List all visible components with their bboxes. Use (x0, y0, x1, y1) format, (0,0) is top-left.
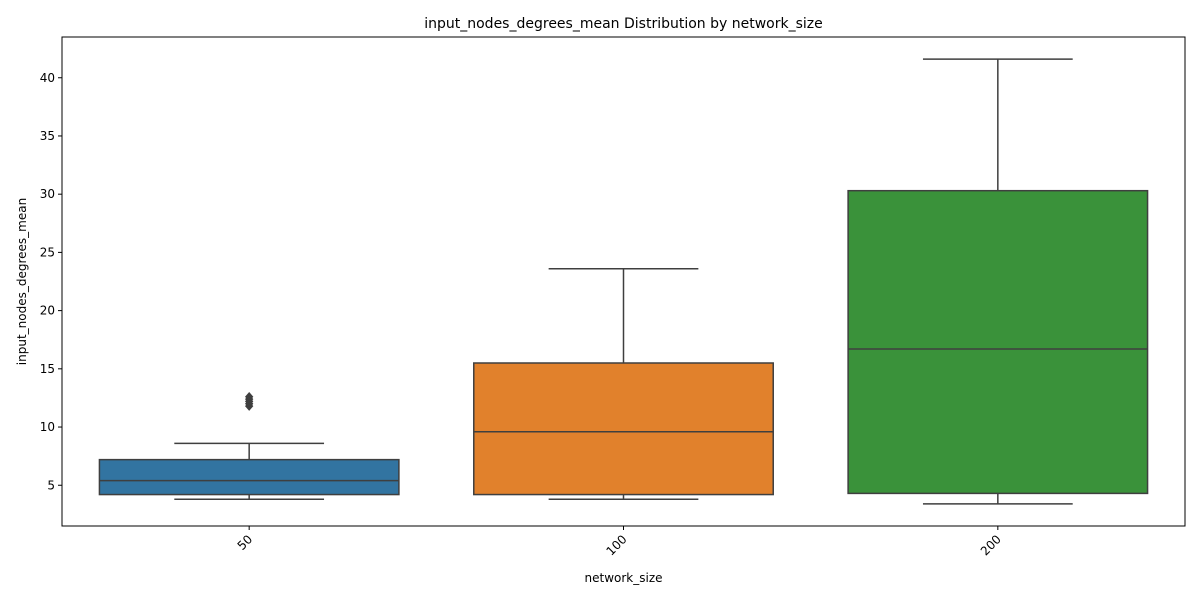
box-group-50 (98, 392, 400, 500)
y-axis: 5 10 15 20 25 30 35 40 (40, 71, 62, 492)
x-axis: 50 100 200 (235, 526, 1004, 558)
chart-title: input_nodes_degrees_mean Distribution by… (424, 16, 823, 32)
box-group-200 (847, 58, 1149, 505)
x-tick-label: 200 (978, 532, 1004, 558)
box-group-100 (473, 267, 774, 500)
outlier-point (245, 392, 254, 402)
plot-area (98, 58, 1149, 505)
y-axis-label: input_nodes_degrees_mean (15, 198, 29, 365)
box-iqr (847, 189, 1149, 495)
y-tick-label: 10 (40, 420, 55, 434)
y-tick-label: 40 (40, 71, 55, 85)
box-iqr (473, 362, 774, 496)
y-tick-label: 35 (40, 129, 55, 143)
x-tick-label: 100 (604, 532, 630, 558)
y-tick-label: 25 (40, 245, 55, 259)
y-tick-label: 20 (40, 304, 55, 318)
y-tick-label: 5 (47, 478, 55, 492)
y-tick-label: 15 (40, 362, 55, 376)
x-tick-label: 50 (235, 532, 256, 553)
y-tick-label: 30 (40, 187, 55, 201)
box-iqr (98, 458, 400, 496)
x-axis-label: network_size (585, 571, 663, 585)
